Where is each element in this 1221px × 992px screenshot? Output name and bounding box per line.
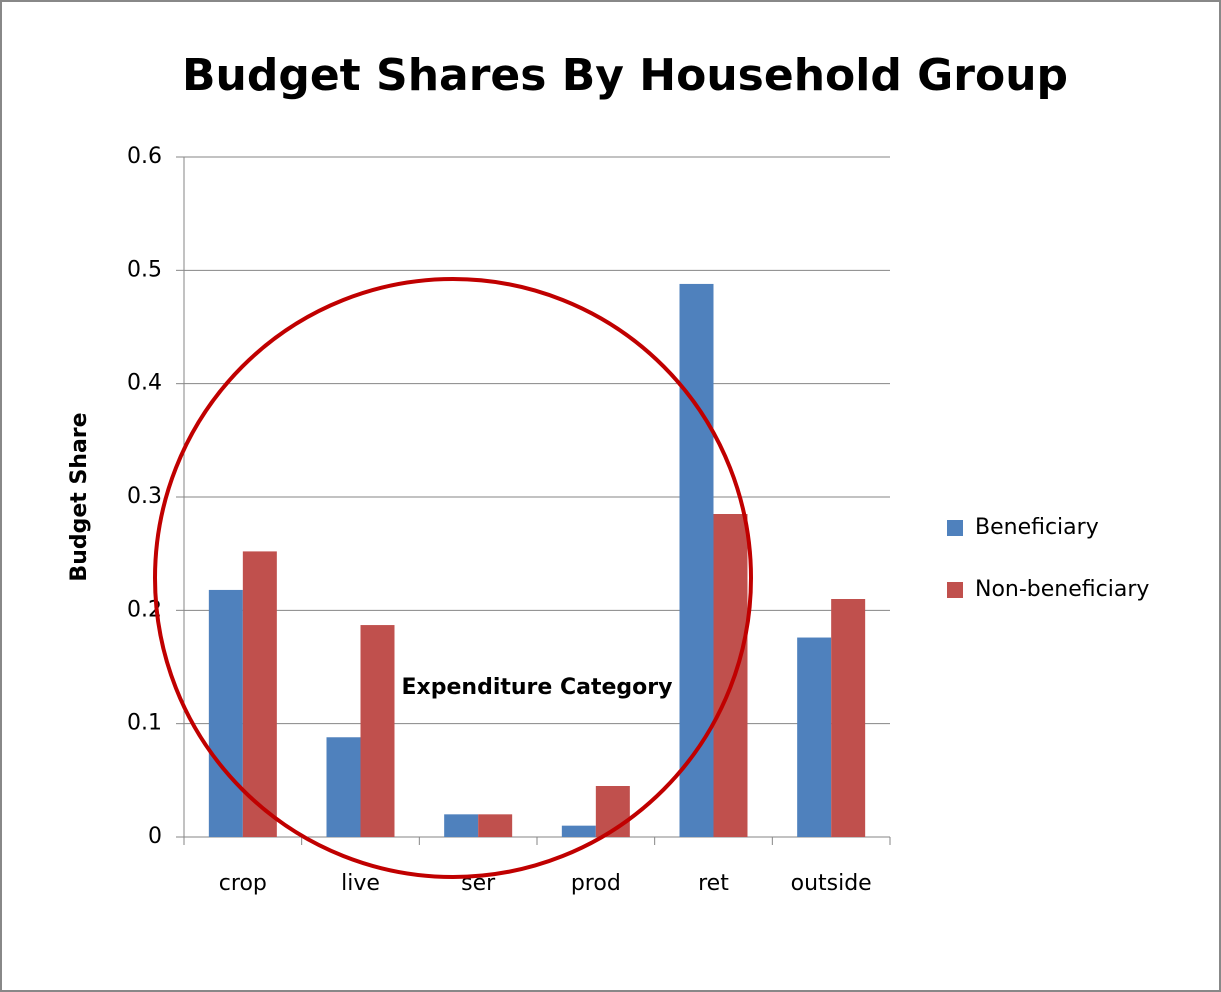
legend-label: Beneficiary bbox=[975, 515, 1099, 540]
bar bbox=[797, 637, 832, 837]
x-tick-label: outside bbox=[791, 871, 872, 896]
bar bbox=[208, 589, 243, 837]
bar bbox=[444, 814, 479, 837]
y-axis-label: Budget Share bbox=[67, 412, 92, 581]
legend-label: Non-beneficiary bbox=[975, 577, 1149, 602]
bar bbox=[713, 514, 748, 837]
bar bbox=[561, 825, 596, 837]
y-tick-label: 0.1 bbox=[127, 711, 162, 736]
x-tick-label: ret bbox=[698, 871, 729, 896]
bar bbox=[831, 599, 866, 837]
x-tick-label: live bbox=[341, 871, 380, 896]
legend-swatch bbox=[947, 520, 963, 536]
bar bbox=[679, 283, 714, 837]
x-tick-label: prod bbox=[571, 871, 621, 896]
x-tick-label: crop bbox=[219, 871, 267, 896]
highlight-ellipse bbox=[153, 277, 753, 879]
y-tick-label: 0.6 bbox=[127, 144, 162, 169]
bar bbox=[478, 814, 513, 837]
bar bbox=[326, 737, 361, 837]
y-tick-label: 0 bbox=[148, 824, 162, 849]
chart-title: Budget Shares By Household Group bbox=[182, 50, 1068, 101]
x-axis-label: Expenditure Category bbox=[402, 675, 673, 700]
bar bbox=[242, 551, 277, 837]
bar bbox=[360, 625, 395, 837]
y-tick-label: 0.5 bbox=[127, 257, 162, 282]
y-tick-label: 0.4 bbox=[127, 371, 162, 396]
y-tick-label: 0.3 bbox=[127, 484, 162, 509]
legend-swatch bbox=[947, 582, 963, 598]
